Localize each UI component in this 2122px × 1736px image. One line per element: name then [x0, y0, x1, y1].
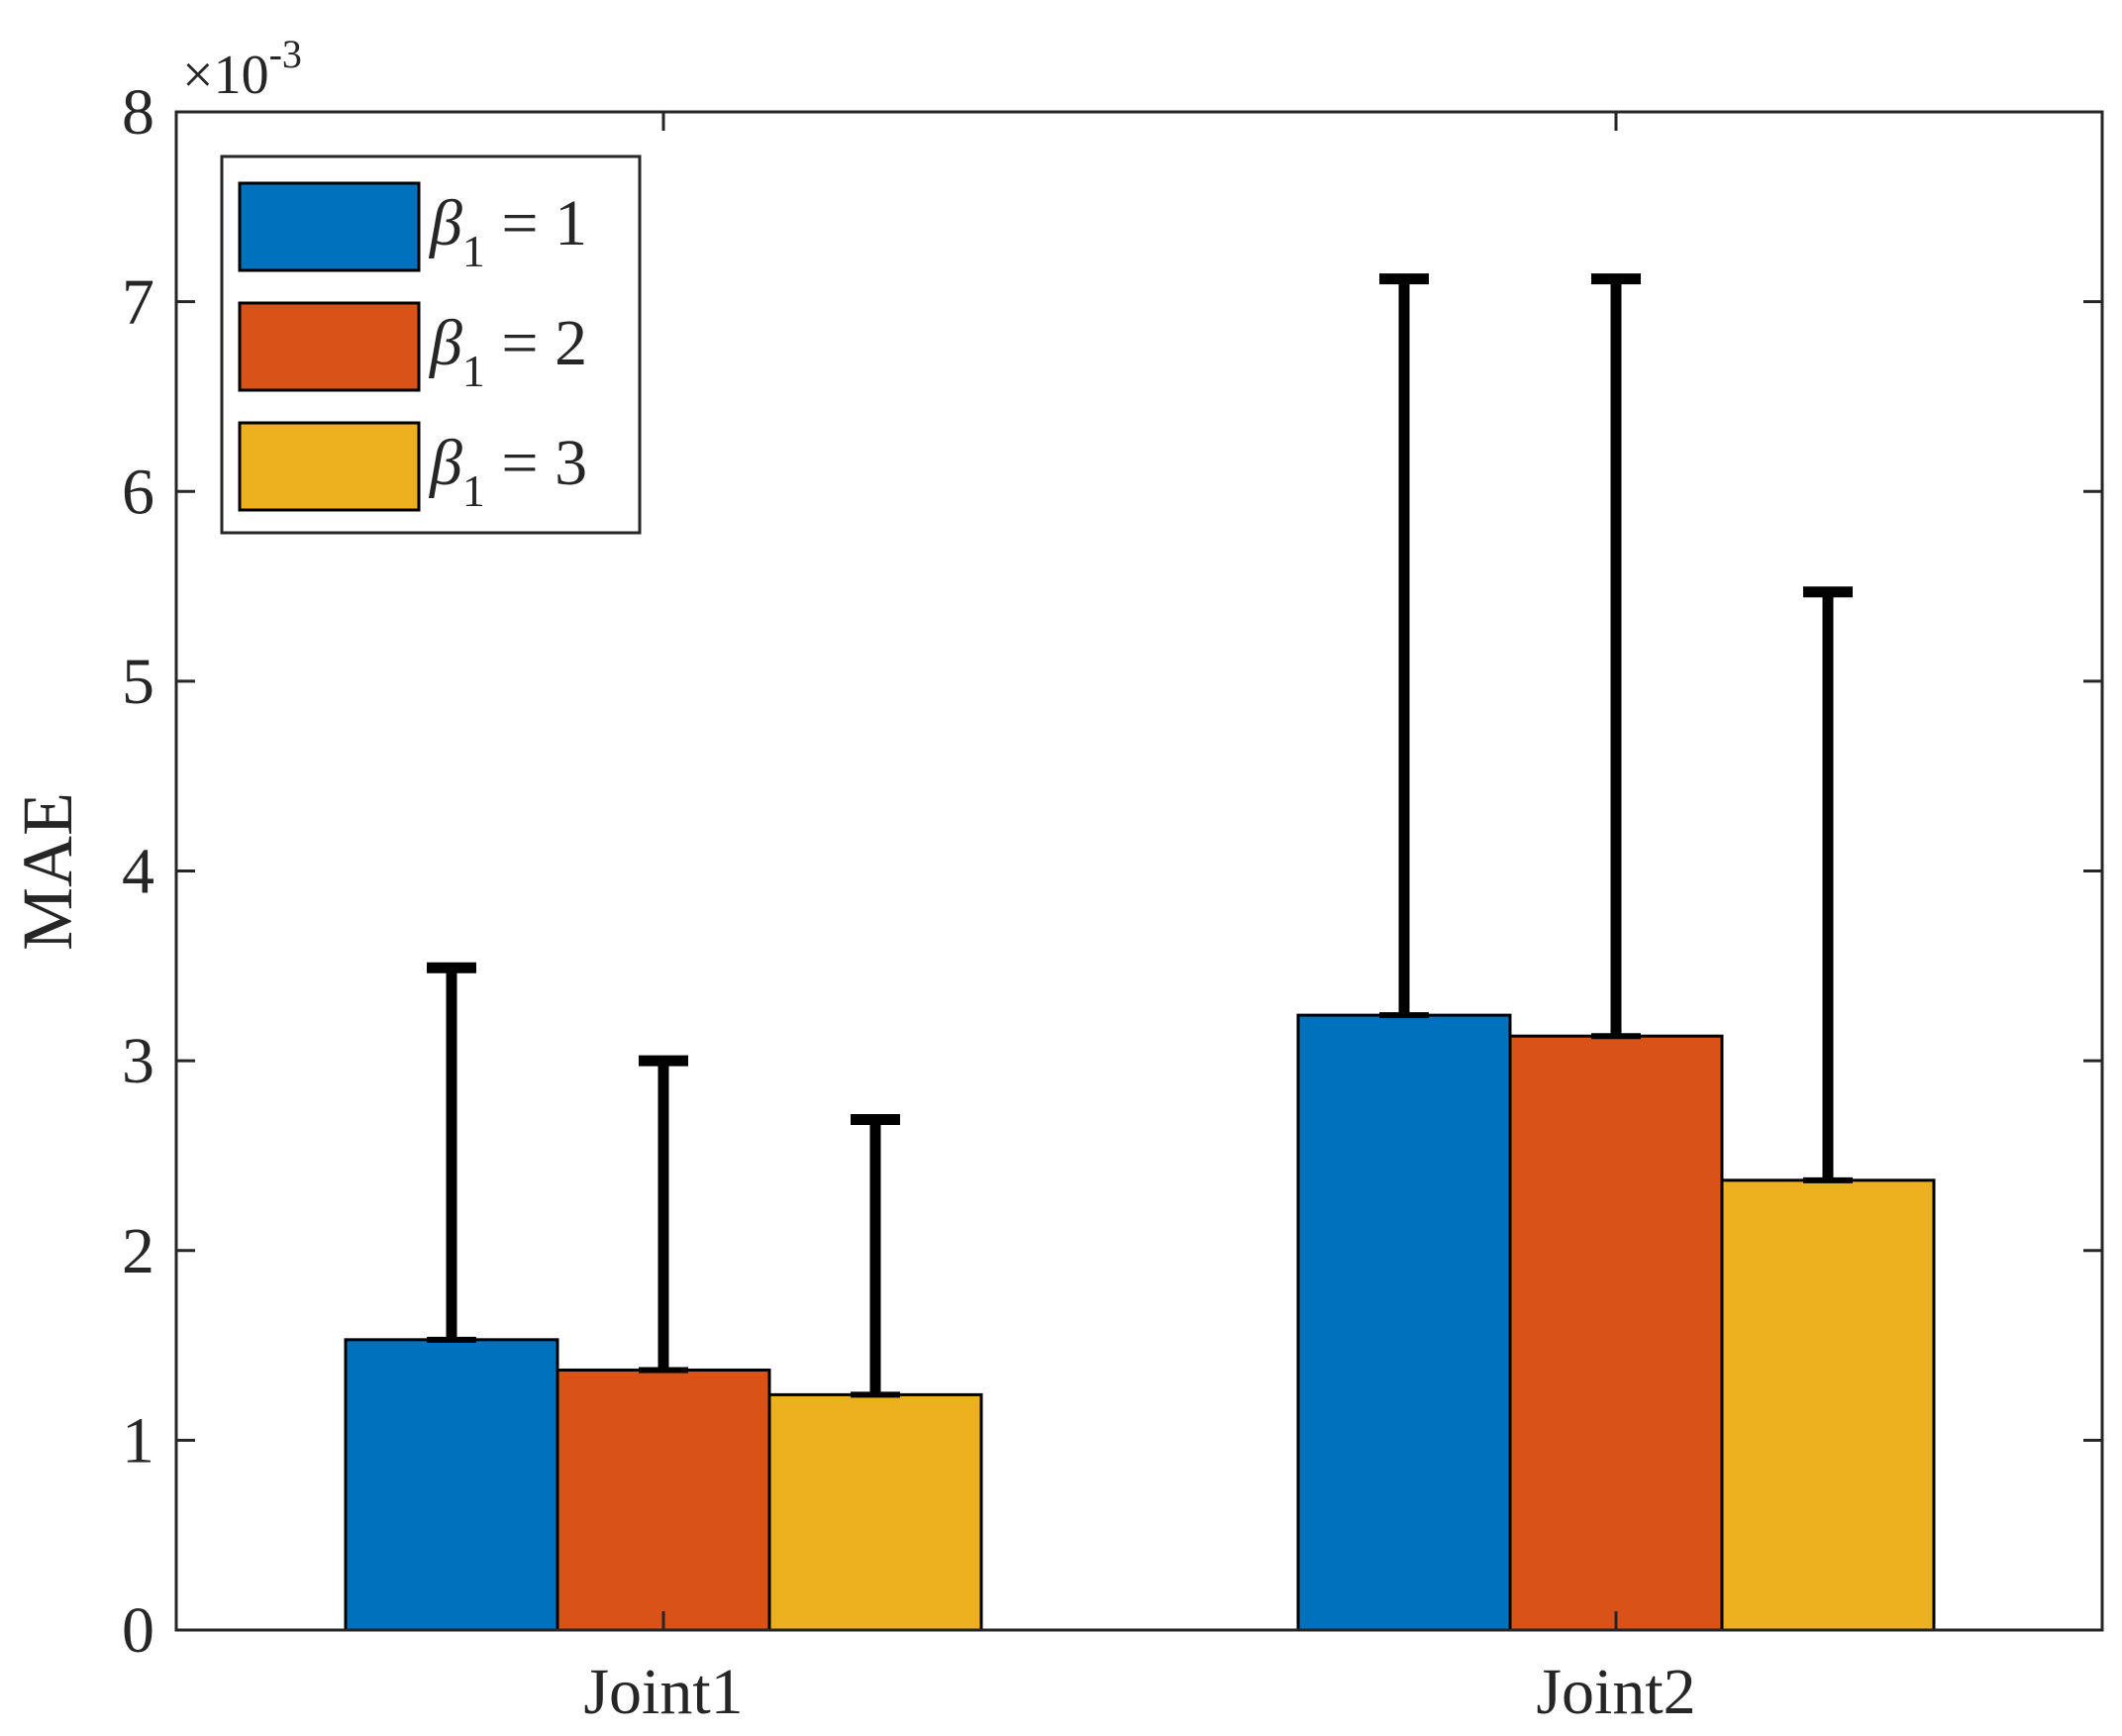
legend-beta-symbol: β: [428, 307, 462, 379]
y-tick-label: 4: [122, 836, 154, 908]
y-tick-label: 8: [122, 76, 154, 149]
legend-value: = 1: [485, 187, 587, 259]
legend-label-series-1: β1 = 1: [428, 187, 587, 276]
y-axis-title: MAE: [8, 792, 87, 951]
errorbars-layer: [427, 273, 1853, 1398]
legend-label-series-2: β1 = 2: [428, 307, 587, 396]
legend-subscript: 1: [462, 465, 485, 516]
legend-swatch-series-3: [238, 421, 421, 512]
bar-joint1-series-3: [767, 1392, 983, 1632]
y-axis-multiplier: ×10-3: [182, 32, 302, 106]
legend-swatch-series-2: [238, 301, 421, 392]
y-axis-ticks: 0 1 2 3 4 5 6 7 8: [122, 76, 2102, 1667]
y-tick-label: 6: [122, 456, 154, 528]
multiplier-base: ×10: [182, 45, 269, 106]
legend-value: = 2: [485, 307, 587, 379]
y-tick-label: 5: [122, 646, 154, 718]
legend-subscript: 1: [462, 346, 485, 396]
bar-joint1-series-1: [344, 1338, 559, 1632]
x-tick-label-joint1: Joint1: [583, 1656, 743, 1728]
y-tick-label: 7: [122, 266, 154, 339]
y-tick-label: 2: [122, 1215, 154, 1287]
x-tick-label-joint2: Joint2: [1536, 1656, 1695, 1728]
legend-beta-symbol: β: [428, 187, 462, 259]
legend-label-series-3: β1 = 3: [428, 427, 587, 516]
bars-layer: [344, 1013, 1936, 1632]
bar-joint2-series-2: [1508, 1034, 1724, 1632]
y-tick-label: 0: [122, 1594, 154, 1667]
legend-value: = 3: [485, 427, 587, 499]
y-tick-label: 1: [122, 1404, 154, 1477]
legend-swatch-series-1: [238, 181, 421, 272]
bar-joint1-series-2: [556, 1368, 771, 1632]
bar-joint2-series-1: [1296, 1013, 1512, 1632]
legend-beta-symbol: β: [428, 427, 462, 499]
bar-joint2-series-3: [1720, 1178, 1936, 1632]
x-axis-ticks: Joint1 Joint2: [583, 112, 1696, 1728]
legend: β1 = 1β1 = 2β1 = 3: [220, 154, 642, 535]
multiplier-exponent: -3: [269, 32, 302, 76]
y-tick-label: 3: [122, 1025, 154, 1097]
legend-subscript: 1: [462, 226, 485, 276]
